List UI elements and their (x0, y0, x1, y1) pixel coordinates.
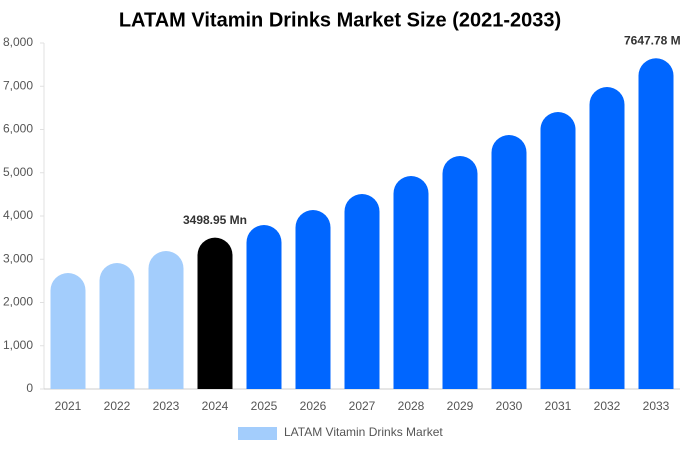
x-tick-label: 2027 (349, 399, 376, 413)
bar (442, 156, 478, 389)
value-label: 7647.78 Mn (624, 33, 680, 47)
x-tick-label: 2028 (398, 399, 425, 413)
x-tick-label: 2032 (594, 399, 621, 413)
bar (197, 237, 233, 389)
bar (246, 224, 282, 389)
x-tick-label: 2026 (300, 399, 327, 413)
x-tick-label: 2023 (153, 399, 180, 413)
x-tick-label: 2021 (55, 399, 82, 413)
x-tick-label: 2031 (545, 399, 572, 413)
bar (148, 250, 184, 389)
x-tick-label: 2025 (251, 399, 278, 413)
bar (491, 134, 527, 389)
y-tick-label: 6,000 (3, 122, 33, 136)
bar (540, 111, 576, 389)
y-tick-label: 4,000 (3, 208, 33, 222)
x-tick-label: 2024 (202, 399, 229, 413)
value-label: 3498.95 Mn (183, 213, 247, 227)
x-tick-label: 2033 (643, 399, 670, 413)
y-tick-label: 1,000 (3, 338, 33, 352)
legend-swatch (238, 427, 277, 440)
y-tick-label: 2,000 (3, 295, 33, 309)
bar (589, 86, 625, 389)
bar (393, 175, 429, 389)
legend-label: LATAM Vitamin Drinks Market (284, 425, 443, 439)
bar (50, 273, 86, 389)
bar (638, 58, 674, 389)
chart-title: LATAM Vitamin Drinks Market Size (2021-2… (119, 9, 561, 31)
y-tick-label: 7,000 (3, 78, 33, 92)
bar (99, 263, 135, 389)
x-tick-label: 2022 (104, 399, 131, 413)
y-tick-label: 3,000 (3, 251, 33, 265)
y-tick-label: 8,000 (3, 35, 33, 49)
x-tick-label: 2030 (496, 399, 523, 413)
y-tick-label: 5,000 (3, 165, 33, 179)
bar (295, 209, 331, 389)
x-tick-label: 2029 (447, 399, 474, 413)
y-tick-label: 0 (26, 381, 33, 395)
bar (344, 193, 380, 389)
